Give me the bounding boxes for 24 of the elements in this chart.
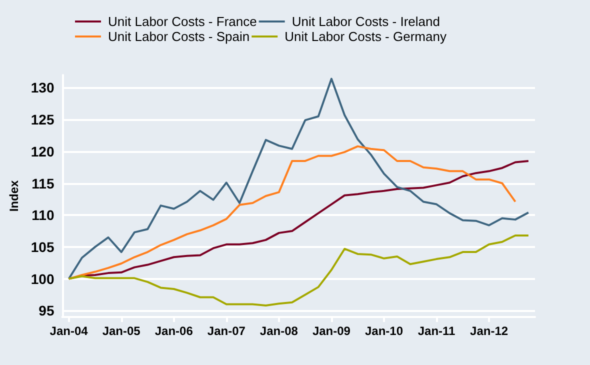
y-tick-label: 105 <box>30 238 54 255</box>
y-tick-label: 130 <box>30 80 54 96</box>
x-tick-label: Jan-04 <box>50 324 88 338</box>
x-tick-label: Jan-08 <box>260 324 298 338</box>
y-tick-label: 120 <box>30 143 54 160</box>
y-axis-title: Index <box>7 180 21 212</box>
legend-label: Unit Labor Costs - Ireland <box>292 14 440 29</box>
x-tick-label: Jan-10 <box>364 324 404 338</box>
legend-label: Unit Labor Costs - France <box>108 14 257 29</box>
legend-label: Unit Labor Costs - Germany <box>284 29 447 44</box>
x-tick-label: Jan-11 <box>418 324 456 338</box>
y-tick-label: 100 <box>30 270 54 287</box>
x-tick-label: Jan-09 <box>312 324 351 338</box>
x-tick-label: Jan-12 <box>470 324 508 338</box>
legend-label: Unit Labor Costs - Spain <box>108 29 250 44</box>
x-tick-label: Jan-05 <box>102 324 141 338</box>
x-tick-label: Jan-07 <box>207 324 246 338</box>
y-tick-label: 110 <box>32 207 54 224</box>
y-tick-label: 125 <box>30 112 54 128</box>
y-tick-label: 115 <box>32 175 54 192</box>
line-series <box>68 78 530 280</box>
line-series <box>68 234 530 307</box>
y-tick-label: 95 <box>38 302 54 319</box>
x-tick-label: Jan-06 <box>154 324 194 338</box>
